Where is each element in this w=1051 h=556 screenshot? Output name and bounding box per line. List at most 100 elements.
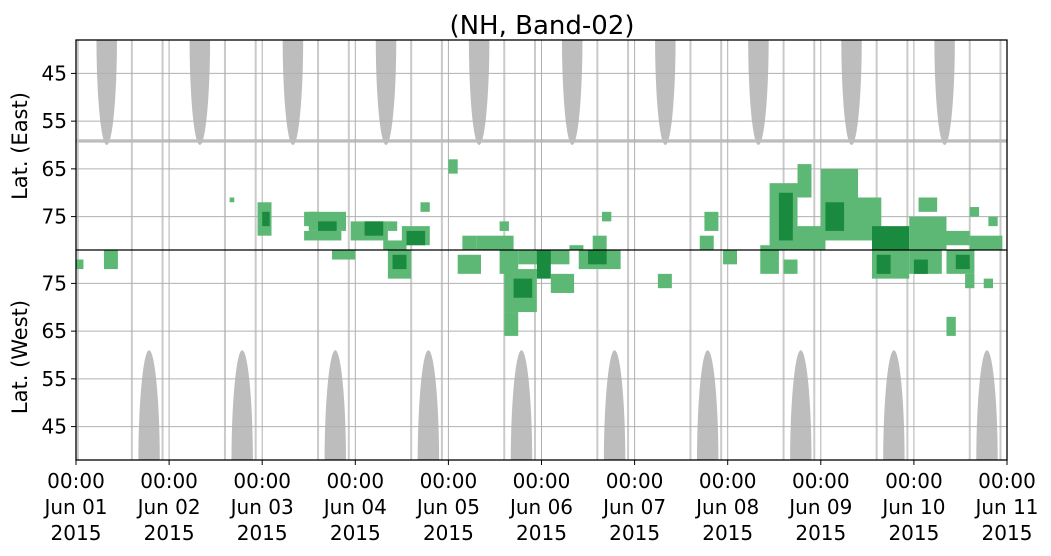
x-tick-label: 00:00 bbox=[885, 469, 943, 493]
data-cell-west bbox=[913, 259, 928, 274]
data-cell-west bbox=[657, 273, 672, 289]
y-label-east: Lat. (East) bbox=[8, 92, 32, 200]
x-tick-label: 2015 bbox=[144, 521, 195, 545]
x-tick-label: 2015 bbox=[795, 521, 846, 545]
data-layer bbox=[76, 159, 1003, 336]
data-cell-west bbox=[499, 250, 519, 274]
data-cell-east bbox=[825, 202, 845, 231]
gray-dome-west bbox=[696, 350, 719, 460]
data-cell-east bbox=[988, 216, 998, 227]
gray-dome-west bbox=[324, 350, 346, 460]
x-tick-label: Jun 05 bbox=[415, 495, 480, 519]
data-cell-east bbox=[387, 221, 398, 231]
y-ticks: 45 55 65 75 75 65 55 45 bbox=[42, 61, 76, 439]
gray-dome-east bbox=[375, 40, 397, 145]
data-cell-east bbox=[448, 159, 458, 174]
data-cell-west bbox=[955, 254, 970, 270]
data-cell-east bbox=[941, 230, 970, 246]
data-cell-east bbox=[872, 226, 910, 250]
gray-dome-east bbox=[282, 40, 304, 145]
data-cell-west bbox=[588, 250, 607, 265]
x-tick-label: 00:00 bbox=[513, 469, 571, 493]
gray-dome-west bbox=[603, 350, 626, 460]
data-cell-west bbox=[946, 316, 956, 336]
y-tick-label: 45 bbox=[42, 415, 67, 439]
gray-dome-west bbox=[790, 350, 812, 460]
data-cell-west bbox=[550, 273, 575, 293]
data-cell-east bbox=[602, 211, 612, 222]
data-cell-west bbox=[513, 278, 533, 298]
gray-dome-east bbox=[655, 40, 676, 145]
data-cell-east bbox=[318, 221, 337, 231]
data-cell-east bbox=[969, 235, 1003, 250]
x-tick-label: 00:00 bbox=[326, 469, 384, 493]
gray-dome-east bbox=[96, 40, 117, 145]
gray-dome-west bbox=[138, 350, 160, 460]
x-tick-label: Jun 08 bbox=[694, 495, 759, 519]
x-tick-label: Jun 01 bbox=[42, 495, 107, 519]
data-cell-east bbox=[969, 207, 980, 217]
data-cell-east bbox=[909, 216, 947, 250]
data-cell-east bbox=[304, 230, 342, 241]
gray-dome-east bbox=[934, 40, 955, 145]
data-cell-west bbox=[76, 259, 84, 270]
x-tick-label: Jun 06 bbox=[508, 495, 573, 519]
data-cell-east bbox=[569, 245, 584, 250]
data-cell-west bbox=[504, 312, 519, 336]
data-cell-west bbox=[723, 250, 738, 265]
x-tick-label: Jun 09 bbox=[787, 495, 852, 519]
y-tick-label: 75 bbox=[42, 271, 67, 295]
chart-title: (NH, Band-02) bbox=[449, 11, 634, 41]
x-tick-label: 2015 bbox=[702, 521, 753, 545]
y-tick-label: 55 bbox=[42, 367, 67, 391]
x-tick-label: 2015 bbox=[51, 521, 102, 545]
x-tick-label: 00:00 bbox=[47, 469, 105, 493]
x-tick-label: 00:00 bbox=[978, 469, 1036, 493]
data-cell-west bbox=[457, 254, 481, 274]
x-tick-label: 00:00 bbox=[420, 469, 478, 493]
data-cell-east bbox=[406, 230, 426, 246]
data-cell-east bbox=[476, 235, 514, 250]
x-tick-label: 2015 bbox=[982, 521, 1033, 545]
data-cell-east bbox=[704, 211, 719, 231]
gray-dome-east bbox=[189, 40, 211, 145]
x-tick-label: 00:00 bbox=[233, 469, 291, 493]
x-tick-label: 2015 bbox=[888, 521, 939, 545]
x-tick-label: Jun 10 bbox=[880, 495, 945, 519]
data-cell-west bbox=[965, 273, 975, 289]
y-tick-label: 75 bbox=[42, 205, 67, 229]
data-cell-west bbox=[983, 278, 994, 289]
x-tick-label: 2015 bbox=[516, 521, 567, 545]
data-cell-east bbox=[592, 235, 607, 250]
x-tick-label: Jun 04 bbox=[322, 495, 387, 519]
gray-dome-east bbox=[468, 40, 490, 145]
gray-dome-west bbox=[417, 350, 440, 460]
x-tick-label: 00:00 bbox=[140, 469, 198, 493]
x-tick-label: 00:00 bbox=[792, 469, 850, 493]
data-cell-west bbox=[536, 250, 551, 279]
data-cell-east bbox=[420, 202, 430, 212]
x-tick-label: Jun 02 bbox=[136, 495, 201, 519]
x-tick-label: Jun 07 bbox=[601, 495, 666, 519]
data-cell-east bbox=[383, 240, 407, 250]
gray-dome-west bbox=[976, 350, 998, 460]
gray-dome-west bbox=[231, 350, 253, 460]
x-tick-label: Jun 11 bbox=[973, 495, 1038, 519]
x-tick-label: 2015 bbox=[330, 521, 381, 545]
data-cell-west bbox=[876, 254, 891, 274]
data-cell-west bbox=[103, 250, 118, 270]
data-cell-east bbox=[462, 235, 477, 250]
x-tick-label: 2015 bbox=[237, 521, 288, 545]
x-tick-label: 00:00 bbox=[699, 469, 757, 493]
data-cell-west bbox=[760, 250, 779, 274]
y-label-west: Lat. (West) bbox=[8, 300, 32, 414]
x-tick-label: Jun 03 bbox=[229, 495, 294, 519]
plot-area bbox=[75, 39, 1008, 461]
data-cell-west bbox=[392, 254, 407, 270]
data-cell-east bbox=[699, 235, 714, 250]
y-tick-label: 65 bbox=[42, 319, 67, 343]
x-tick-label: 00:00 bbox=[606, 469, 664, 493]
y-tick-label: 55 bbox=[42, 109, 67, 133]
